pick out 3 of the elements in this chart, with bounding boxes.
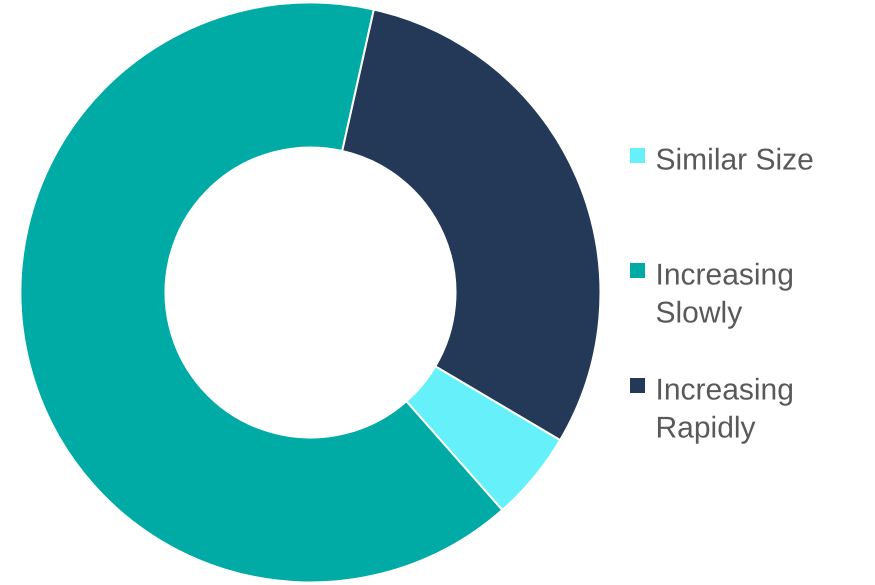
legend-label: Similar Size bbox=[656, 144, 814, 176]
legend-label: Increasing Rapidly bbox=[656, 374, 794, 444]
legend-label: Increasing Slowly bbox=[656, 258, 794, 330]
